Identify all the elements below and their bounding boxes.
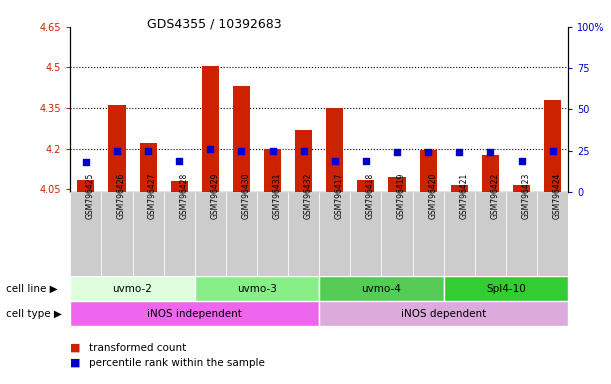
Text: GSM796418: GSM796418 <box>366 173 375 219</box>
Bar <box>70 301 320 326</box>
Text: GSM796422: GSM796422 <box>491 173 499 219</box>
Bar <box>108 105 125 192</box>
Bar <box>320 301 568 326</box>
Bar <box>326 108 343 192</box>
Point <box>112 148 122 154</box>
Bar <box>544 100 562 192</box>
Bar <box>70 192 101 276</box>
Point <box>517 157 527 164</box>
Bar <box>444 276 568 301</box>
Text: cell line ▶: cell line ▶ <box>6 284 57 294</box>
Text: GSM796426: GSM796426 <box>117 173 126 219</box>
Point <box>330 157 340 164</box>
Bar <box>170 180 188 192</box>
Bar <box>226 192 257 276</box>
Bar <box>101 192 133 276</box>
Point <box>299 148 309 154</box>
Text: transformed count: transformed count <box>89 343 186 353</box>
Bar <box>202 66 219 192</box>
Text: cell type ▶: cell type ▶ <box>6 309 62 319</box>
Bar <box>357 180 375 192</box>
Text: GSM796427: GSM796427 <box>148 173 157 219</box>
Point <box>486 149 496 156</box>
Point <box>236 148 246 154</box>
Bar <box>264 149 281 192</box>
Point <box>423 149 433 156</box>
Bar <box>475 192 506 276</box>
Text: percentile rank within the sample: percentile rank within the sample <box>89 358 265 368</box>
Text: GSM796417: GSM796417 <box>335 173 344 219</box>
Point <box>455 149 464 156</box>
Bar <box>288 192 320 276</box>
Point <box>174 157 184 164</box>
Bar <box>513 185 530 192</box>
Text: GSM796425: GSM796425 <box>86 173 95 219</box>
Bar <box>70 276 195 301</box>
Point <box>548 148 558 154</box>
Bar <box>195 276 320 301</box>
Bar <box>412 192 444 276</box>
Point <box>81 159 90 166</box>
Bar <box>381 192 412 276</box>
Text: uvmo-3: uvmo-3 <box>237 284 277 294</box>
Text: GSM796421: GSM796421 <box>459 173 468 219</box>
Bar <box>233 86 250 192</box>
Bar <box>77 180 94 192</box>
Bar <box>389 177 406 192</box>
Text: GDS4355 / 10392683: GDS4355 / 10392683 <box>147 17 281 30</box>
Point <box>392 149 402 156</box>
Text: iNOS dependent: iNOS dependent <box>401 309 486 319</box>
Text: GSM796431: GSM796431 <box>273 173 282 219</box>
Text: GSM796419: GSM796419 <box>397 173 406 219</box>
Text: GSM796429: GSM796429 <box>210 173 219 219</box>
Text: uvmo-2: uvmo-2 <box>112 284 153 294</box>
Point <box>143 148 153 154</box>
Bar <box>295 130 312 192</box>
Bar <box>195 192 226 276</box>
Bar <box>320 276 444 301</box>
Bar <box>451 185 468 192</box>
Text: iNOS independent: iNOS independent <box>147 309 242 319</box>
Bar <box>139 143 156 192</box>
Bar <box>420 150 437 192</box>
Text: GSM796420: GSM796420 <box>428 173 437 219</box>
Text: GSM796428: GSM796428 <box>179 173 188 219</box>
Point <box>205 146 215 152</box>
Text: ■: ■ <box>70 358 81 368</box>
Bar <box>444 192 475 276</box>
Bar <box>506 192 537 276</box>
Text: Spl4-10: Spl4-10 <box>486 284 526 294</box>
Bar <box>164 192 195 276</box>
Text: GSM796423: GSM796423 <box>522 173 530 219</box>
Bar <box>257 192 288 276</box>
Bar <box>350 192 381 276</box>
Point <box>268 148 277 154</box>
Text: uvmo-4: uvmo-4 <box>362 284 401 294</box>
Text: GSM796424: GSM796424 <box>553 173 562 219</box>
Bar <box>482 156 499 192</box>
Bar <box>537 192 568 276</box>
Point <box>361 157 371 164</box>
Text: GSM796432: GSM796432 <box>304 173 313 219</box>
Bar <box>320 192 350 276</box>
Bar <box>133 192 164 276</box>
Text: GSM796430: GSM796430 <box>241 173 251 220</box>
Text: ■: ■ <box>70 343 81 353</box>
